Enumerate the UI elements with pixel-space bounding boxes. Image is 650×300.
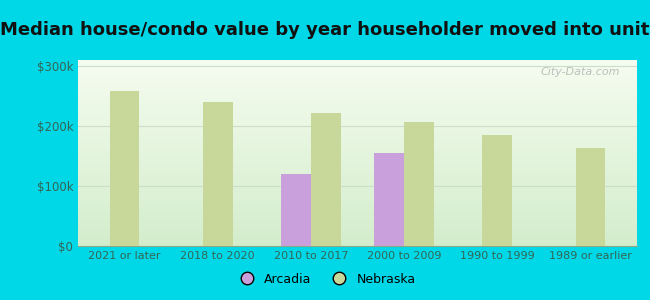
Bar [110,91,140,246]
Legend: Arcadia, Nebraska: Arcadia, Nebraska [229,268,421,291]
Text: City-Data.com: City-Data.com [541,68,620,77]
Bar [281,174,311,246]
Bar [482,135,512,246]
Bar [404,122,434,246]
Bar [374,153,404,246]
Bar [575,148,605,246]
Bar [311,113,341,246]
Text: Median house/condo value by year householder moved into unit: Median house/condo value by year househo… [0,21,650,39]
Bar [203,102,233,246]
